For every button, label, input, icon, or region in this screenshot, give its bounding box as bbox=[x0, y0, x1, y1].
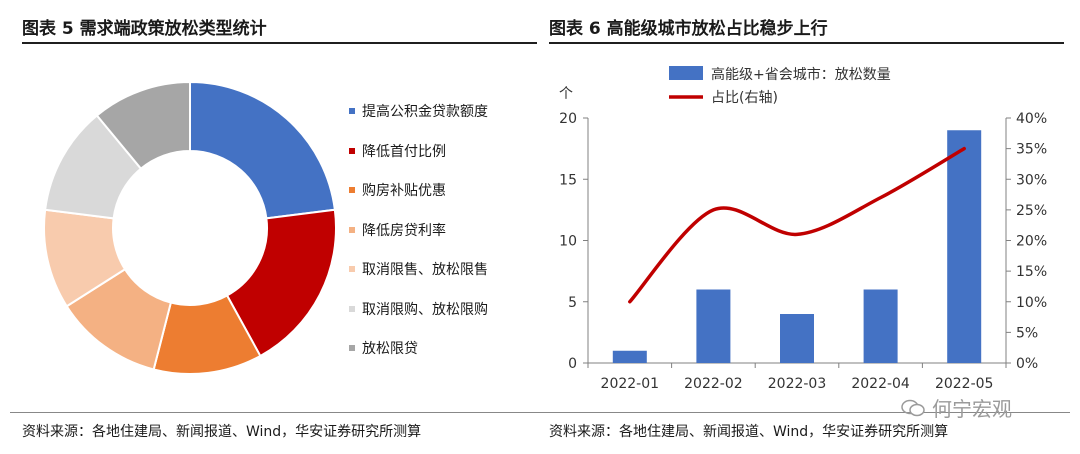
x-tick-label: 2022-05 bbox=[935, 376, 994, 392]
y-tick-label: 5 bbox=[568, 295, 577, 311]
donut-legend-item: 提高公积金贷款额度 bbox=[349, 101, 488, 121]
left-source-note: 资料来源：各地住建局、新闻报道、Wind，华安证券研究所测算 bbox=[22, 424, 422, 440]
donut-legend-item: 取消限售、放松限售 bbox=[349, 259, 488, 279]
right-chart-title: 图表 6 高能级城市放松占比稳步上行 bbox=[549, 19, 828, 39]
legend-label: 取消限购、放松限购 bbox=[362, 301, 488, 318]
legend-swatch bbox=[349, 226, 355, 233]
y2-tick-label: 30% bbox=[1016, 172, 1047, 188]
x-tick-label: 2022-03 bbox=[768, 376, 827, 392]
right-source-note: 资料来源：各地住建局、新闻报道、Wind，华安证券研究所测算 bbox=[549, 424, 949, 440]
x-tick-label: 2022-04 bbox=[851, 376, 910, 392]
combo-chart: 0 5 10 15 20 个 0% 5% 10% 15% 20% 25% 30% 35% 40% 2022-0… bbox=[559, 66, 1047, 392]
donut-legend-item: 放松限贷 bbox=[349, 338, 418, 358]
bar bbox=[947, 130, 982, 363]
left-title-rule bbox=[22, 42, 537, 44]
bar bbox=[696, 289, 731, 363]
legend-swatch bbox=[349, 266, 355, 272]
y-tick-label: 0 bbox=[568, 356, 577, 372]
legend-swatch bbox=[349, 345, 355, 351]
legend-swatch bbox=[349, 305, 355, 312]
legend-swatch bbox=[349, 147, 355, 154]
legend-label: 放松限贷 bbox=[362, 341, 418, 357]
legend-bar-swatch bbox=[669, 66, 703, 80]
donut-slice-6 bbox=[95, 80, 191, 171]
y-axis-unit-label: 个 bbox=[559, 86, 573, 102]
watermark: 何宁宏观 bbox=[900, 393, 1012, 422]
legend-line-label: 占比(右轴) bbox=[711, 90, 778, 106]
donut-legend-item: 取消限购、放松限购 bbox=[349, 299, 488, 319]
y2-tick-label: 20% bbox=[1016, 234, 1047, 250]
x-tick-label: 2022-01 bbox=[601, 376, 660, 392]
donut-slice-0 bbox=[189, 80, 336, 220]
donut-legend-item: 降低首付比例 bbox=[349, 141, 446, 161]
legend-label: 降低首付比例 bbox=[362, 143, 446, 160]
donut-legend-item: 购房补贴优惠 bbox=[349, 180, 446, 200]
bar bbox=[780, 314, 814, 363]
y2-tick-label: 35% bbox=[1016, 142, 1047, 158]
donut-slice-1 bbox=[225, 208, 337, 358]
legend-label: 购房补贴优惠 bbox=[362, 183, 446, 199]
wechat-icon bbox=[901, 399, 925, 416]
y-tick-label: 10 bbox=[559, 234, 577, 250]
y-tick-label: 20 bbox=[559, 111, 577, 127]
legend-label: 提高公积金贷款额度 bbox=[362, 104, 488, 120]
share-line bbox=[628, 146, 966, 304]
bar bbox=[612, 350, 647, 363]
donut-chart bbox=[43, 80, 337, 375]
bar bbox=[863, 289, 898, 363]
watermark-text: 何宁宏观 bbox=[932, 397, 1012, 421]
y2-tick-label: 15% bbox=[1016, 264, 1047, 280]
y2-tick-label: 10% bbox=[1016, 295, 1047, 311]
left-chart-title: 图表 5 需求端政策放松类型统计 bbox=[22, 19, 267, 39]
y2-tick-label: 5% bbox=[1016, 325, 1038, 341]
legend-label: 降低房贷利率 bbox=[362, 222, 446, 239]
legend-swatch bbox=[349, 187, 355, 193]
right-title-rule bbox=[549, 42, 1064, 44]
y2-tick-label: 0% bbox=[1016, 356, 1038, 372]
y2-tick-label: 25% bbox=[1016, 203, 1047, 219]
source-divider bbox=[10, 412, 1070, 413]
y-tick-label: 15 bbox=[559, 172, 577, 188]
y2-tick-label: 40% bbox=[1016, 111, 1047, 127]
legend-swatch bbox=[349, 108, 355, 114]
legend-bar-label: 高能级+省会城市：放松数量 bbox=[711, 66, 891, 83]
x-tick-label: 2022-02 bbox=[684, 376, 743, 392]
donut-legend-item: 降低房贷利率 bbox=[349, 220, 446, 240]
legend-label: 取消限售、放松限售 bbox=[362, 262, 488, 278]
